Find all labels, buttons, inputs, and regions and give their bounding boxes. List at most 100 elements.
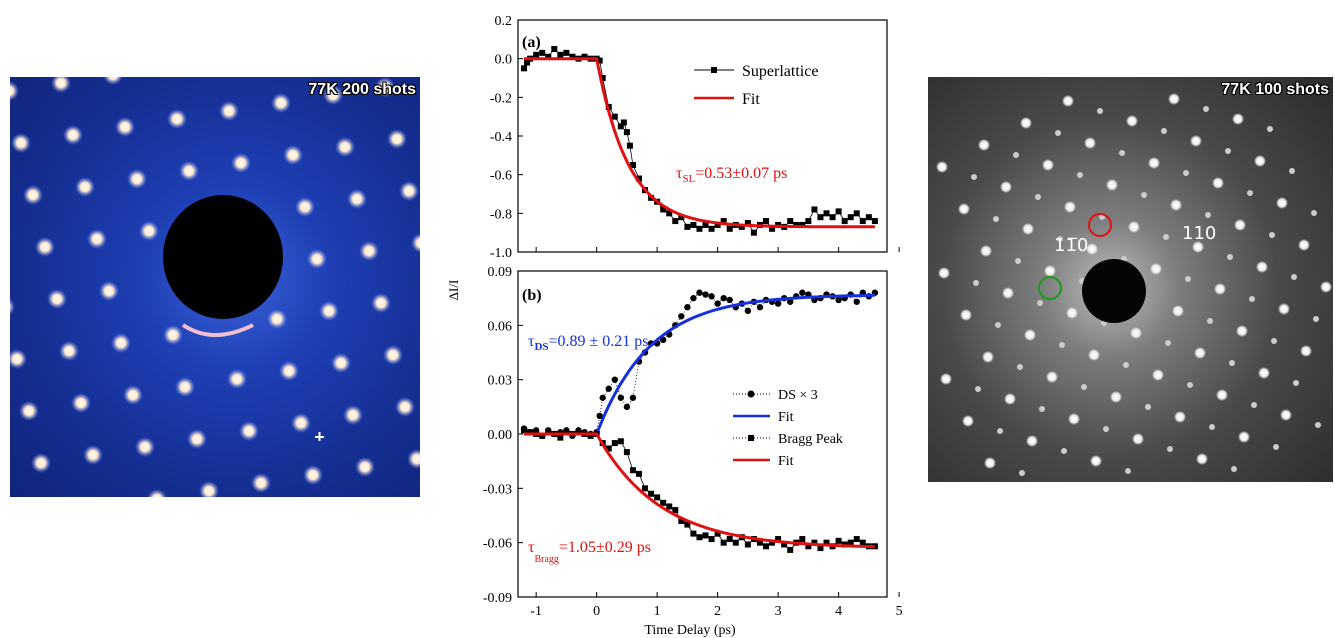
point-b-0-45: [787, 298, 794, 305]
right-weak-spot-117: [1311, 210, 1317, 216]
point-b-2-0: [521, 427, 528, 434]
right-weak-spot-13: [1039, 406, 1045, 412]
tau-sl-sub: SL: [682, 173, 695, 185]
point-b-0-21: [641, 349, 649, 356]
point-b-2-32: [714, 530, 721, 537]
left-spot-41: [271, 93, 291, 113]
left-spot-31: [227, 369, 247, 389]
point-b-2-7: [563, 429, 570, 436]
right-weak-spot-23: [1037, 300, 1043, 306]
right-weak-spot-67: [1119, 150, 1125, 156]
point-b-2-3: [539, 432, 546, 439]
point-b-0-19: [629, 394, 637, 401]
point-b-2-57: [865, 543, 872, 550]
tau-bragg-sub: Bragg: [534, 554, 558, 565]
point-a-0-25: [648, 194, 655, 201]
right-spot-0: [940, 373, 952, 385]
point-a-0-28: [666, 210, 673, 217]
left-spot-60: [411, 233, 420, 253]
left-spot-16: [99, 281, 119, 301]
left-spot-26: [175, 377, 195, 397]
right-weak-spot-11: [1017, 364, 1023, 370]
point-a-0-6: [551, 46, 558, 52]
point-a-0-44: [763, 218, 770, 225]
point-a-0-29: [672, 218, 679, 225]
left-spot-57: [375, 77, 395, 97]
left-spot-59: [399, 181, 419, 201]
ytick-label-b-4: -0.03: [483, 482, 512, 497]
point-b-0-34: [720, 294, 727, 302]
xtick-label-4: 3: [775, 604, 782, 619]
left-spot-8: [47, 289, 67, 309]
right-spot-60: [1174, 411, 1186, 423]
point-b-2-48: [811, 539, 818, 546]
y-axis-label: ΔI/I: [446, 280, 461, 301]
right-spot-82: [1126, 115, 1138, 127]
point-b-0-7: [563, 427, 570, 434]
right-weak-spot-81: [1273, 444, 1279, 450]
point-b-2-53: [841, 541, 848, 548]
point-b-2-38: [750, 536, 757, 543]
ytick-label-a-4: -0.6: [490, 169, 512, 184]
point-a-0-10: [575, 55, 582, 62]
left-beam-stop-edge: [181, 323, 254, 337]
right-spot-10: [982, 351, 994, 363]
point-b-0-37: [738, 300, 746, 307]
right-spot-80: [1238, 431, 1250, 443]
point-b-2-8: [569, 431, 576, 437]
red-marker-circle: [1088, 213, 1112, 237]
right-spot-84: [1148, 157, 1160, 169]
right-weak-spot-25: [1059, 342, 1065, 348]
right-weak-spot-99: [1203, 106, 1209, 112]
point-a-0-8: [563, 49, 570, 56]
xtick-label-1: 0: [593, 604, 600, 619]
ytick-label-b-3: 0.00: [488, 428, 513, 443]
point-b-2-22: [654, 494, 661, 501]
tau-ds-symbol: τ: [528, 333, 535, 350]
right-image-label: 77K 100 shots: [1221, 81, 1329, 98]
left-spot-38: [279, 361, 299, 381]
index-label-1-bar-1-0: 11̅0: [1054, 235, 1089, 256]
point-a-0-17: [611, 113, 618, 120]
right-weak-spot-91: [1249, 296, 1255, 302]
point-b-2-16: [617, 438, 624, 445]
point-b-0-33: [714, 300, 721, 307]
point-a-0-13: [593, 55, 600, 62]
right-weak-spot-59: [1187, 382, 1193, 388]
point-b-0-54: [841, 294, 848, 302]
right-spot-24: [1024, 329, 1036, 341]
point-b-0-28: [684, 304, 691, 311]
point-a-0-31: [684, 223, 691, 230]
point-b-0-31: [702, 291, 709, 298]
right-spot-92: [1236, 325, 1248, 337]
point-a-0-12: [587, 55, 594, 62]
point-b-2-58: [871, 543, 878, 550]
xtick-label-2: 1: [654, 604, 661, 619]
point-a-0-7: [557, 51, 564, 58]
point-b-0-13: [596, 412, 603, 420]
point-a-0-32: [690, 221, 697, 228]
point-a-0-22: [629, 162, 636, 168]
point-b-0-25: [666, 331, 673, 338]
point-b-2-42: [775, 536, 782, 543]
series-b-2-line: [523, 430, 875, 551]
point-a-0-45: [769, 225, 776, 232]
point-a-0-53: [817, 214, 824, 221]
point-b-2-17: [623, 449, 630, 456]
left-spot-48: [355, 457, 375, 477]
point-b-0-42: [768, 298, 776, 305]
left-spot-27: [187, 429, 207, 449]
right-spot-96: [1280, 409, 1292, 421]
point-a-0-51: [805, 218, 812, 225]
legend-b-ds-text: DS × 3: [778, 388, 818, 403]
right-weak-spot-87: [1205, 212, 1211, 218]
right-weak-spot-103: [1247, 190, 1253, 196]
right-spot-70: [1128, 221, 1140, 233]
right-spot-106: [1256, 261, 1268, 273]
right-weak-spot-73: [1185, 276, 1191, 282]
point-b-2-5: [551, 431, 558, 437]
point-b-2-2: [533, 431, 540, 437]
right-spot-86: [1170, 199, 1182, 211]
right-spot-120: [1320, 281, 1332, 293]
right-spot-116: [1276, 197, 1288, 209]
